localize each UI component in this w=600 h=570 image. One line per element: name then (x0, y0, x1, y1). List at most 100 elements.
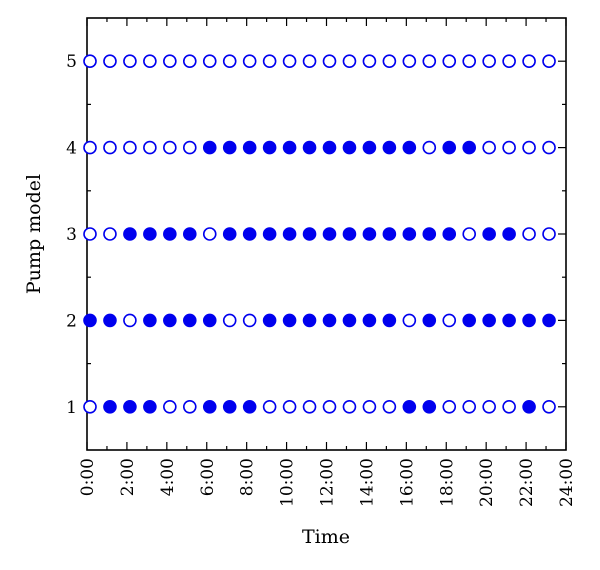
marker-off (342, 54, 357, 69)
marker-off (103, 140, 117, 155)
marker-off (502, 140, 516, 155)
marker-off (242, 313, 257, 328)
marker-on (422, 399, 437, 414)
x-tick-label: 14:00 (357, 458, 377, 507)
marker-off (402, 54, 417, 69)
marker-off (123, 313, 137, 328)
marker-off (542, 54, 556, 69)
marker-off (482, 54, 496, 69)
marker-on (502, 227, 516, 241)
x-tick-label: 24:00 (557, 458, 577, 507)
marker-off (462, 54, 477, 69)
x-tick-label: 0:00 (78, 458, 98, 496)
marker-off (282, 399, 297, 414)
marker-on (83, 313, 97, 328)
marker-off (322, 54, 337, 69)
marker-off (542, 140, 556, 155)
y-axis-title: Pump model (23, 174, 45, 294)
marker-off (402, 313, 417, 328)
marker-on (382, 140, 397, 155)
marker-off (542, 399, 556, 414)
marker-off (163, 54, 177, 69)
marker-off (442, 313, 457, 328)
marker-off (302, 54, 317, 69)
marker-on (202, 140, 217, 155)
marker-on (302, 227, 317, 241)
marker-on (502, 313, 516, 328)
marker-off (362, 399, 377, 414)
marker-on (322, 140, 337, 155)
marker-on (362, 140, 377, 155)
marker-on (402, 227, 417, 241)
x-axis-title: Time (302, 526, 350, 548)
marker-off (103, 227, 117, 241)
marker-on (482, 227, 496, 241)
marker-off (362, 54, 377, 69)
marker-on (123, 399, 137, 414)
marker-off (123, 140, 137, 155)
x-tick-label: 2:00 (118, 458, 138, 496)
marker-off (482, 140, 496, 155)
marker-off (522, 140, 536, 155)
marker-on (322, 227, 337, 241)
marker-on (282, 227, 297, 241)
marker-on (342, 140, 357, 155)
marker-on (482, 313, 496, 328)
marker-off (182, 399, 197, 414)
marker-off (262, 399, 277, 414)
marker-off (202, 54, 217, 69)
x-tick-label: 18:00 (437, 458, 457, 507)
marker-on (382, 313, 397, 328)
marker-off (83, 140, 97, 155)
marker-off (382, 54, 397, 69)
marker-on (342, 313, 357, 328)
marker-on (262, 313, 277, 328)
marker-off (83, 227, 97, 241)
x-tick-label: 12:00 (318, 458, 338, 507)
marker-on (282, 313, 297, 328)
marker-on (163, 313, 177, 328)
marker-on (422, 227, 437, 241)
x-tick-label: 4:00 (158, 458, 178, 496)
marker-on (442, 140, 457, 155)
marker-on (262, 140, 277, 155)
marker-off (502, 54, 516, 69)
x-tick-label: 16:00 (397, 458, 417, 507)
marker-off (182, 54, 197, 69)
marker-off (502, 399, 516, 414)
marker-off (322, 399, 337, 414)
marker-on (302, 140, 317, 155)
marker-on (143, 399, 157, 414)
x-tick-label: 6:00 (198, 458, 218, 496)
marker-off (522, 227, 536, 241)
marker-on (143, 227, 157, 241)
marker-on (262, 227, 277, 241)
marker-on (402, 399, 417, 414)
y-tick-label: 4 (66, 139, 77, 159)
marker-on (123, 227, 137, 241)
marker-on (542, 313, 556, 328)
marker-on (242, 140, 257, 155)
marker-off (282, 54, 297, 69)
marker-on (182, 313, 197, 328)
marker-off (462, 227, 477, 241)
marker-on (143, 313, 157, 328)
marker-off (342, 399, 357, 414)
marker-off (262, 54, 277, 69)
marker-on (242, 399, 257, 414)
marker-on (342, 227, 357, 241)
marker-off (442, 399, 457, 414)
y-tick-label: 3 (66, 225, 77, 245)
marker-off (163, 140, 177, 155)
marker-on (382, 227, 397, 241)
marker-off (522, 54, 536, 69)
x-tick-label: 20:00 (477, 458, 497, 507)
marker-on (202, 313, 217, 328)
x-tick-label: 8:00 (238, 458, 258, 496)
y-tick-label: 5 (66, 52, 77, 72)
marker-off (143, 54, 157, 69)
marker-on (322, 313, 337, 328)
marker-off (462, 399, 477, 414)
